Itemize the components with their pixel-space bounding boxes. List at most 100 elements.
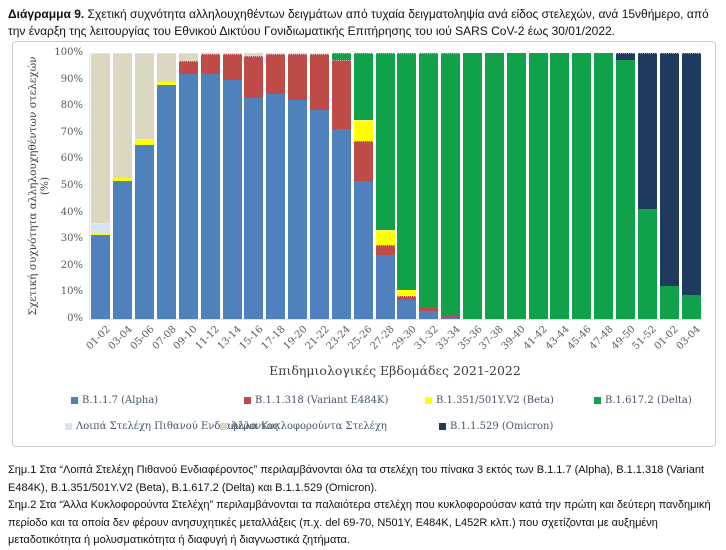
segment-B.1.1.7 (Alpha) (266, 94, 286, 319)
bar-05-06-2 (135, 53, 155, 319)
legend-swatch-icon (65, 423, 72, 430)
segment-B.1.1.318 (Variant E484K) (375, 244, 395, 256)
legend-label: Λοιπά Στελέχη Πιθανού Ενδιαφέροντος (76, 421, 279, 432)
segment-B.1.1.318 (Variant E484K) (200, 54, 220, 75)
segment-B.1.351/501Y.V2 (Beta) (266, 53, 286, 55)
x-axis-title: Επιδημιολογικές Εβδομάδες 2021-2022 (269, 363, 521, 378)
segment-B.1.1.7 (Alpha) (419, 311, 439, 319)
segment-B.1.1.318 (Variant E484K) (288, 54, 308, 100)
legend-item-Άλλα Κυκλοφορούντα Στελέχη: Άλλα Κυκλοφορούντα Στελέχη (220, 421, 387, 432)
segment-B.1.617.2 (Delta) (550, 53, 570, 319)
y-tick-50: 50% (60, 180, 83, 191)
bar-41-42-20 (528, 53, 548, 319)
legend-label: B.1.351/501Y.V2 (Beta) (436, 395, 554, 406)
segment-Άλλα Κυκλοφορούντα Στελέχη (244, 53, 264, 56)
bar-43-44-21 (550, 53, 570, 319)
segment-B.1.1.7 (Alpha) (244, 98, 264, 319)
plot-area (89, 53, 702, 320)
segment-B.1.617.2 (Delta) (594, 53, 614, 319)
figure-caption: Διάγραμμα 9. Σχετική συχνότητα αλληλουχη… (8, 6, 720, 39)
segment-B.1.617.2 (Delta) (397, 53, 417, 290)
segment-B.1.1.529 (Omicron) (616, 53, 635, 60)
segment-B.1.351/501Y.V2 (Beta) (135, 139, 155, 145)
legend-swatch-icon (594, 397, 601, 404)
bar-47-48-23 (594, 53, 614, 319)
segment-Άλλα Κυκλοφορούντα Στελέχη (222, 53, 242, 55)
segment-B.1.351/501Y.V2 (Beta) (113, 178, 133, 181)
segment-B.1.351/501Y.V2 (Beta) (397, 289, 417, 297)
segment-B.1.1.318 (Variant E484K) (222, 54, 242, 80)
segment-B.1.351/501Y.V2 (Beta) (157, 82, 176, 85)
segment-B.1.617.2 (Delta) (375, 53, 395, 230)
legend-swatch-icon (439, 423, 446, 430)
segment-B.1.617.2 (Delta) (331, 53, 351, 60)
bar-01-02-0 (91, 53, 111, 319)
bar-03-04-1 (113, 53, 133, 319)
bar-17-18-8 (266, 53, 286, 319)
legend-item-Λοιπά Στελέχη Πιθανού Ενδιαφέροντος: Λοιπά Στελέχη Πιθανού Ενδιαφέροντος (65, 421, 278, 432)
bar-07-08-3 (157, 53, 176, 319)
legend-item-B.1.1.318 (Variant E484K): B.1.1.318 (Variant E484K) (244, 395, 388, 406)
bar-27-28-13 (375, 53, 395, 319)
y-tick-20: 20% (60, 259, 83, 271)
segment-Άλλα Κυκλοφορούντα Στελέχη (135, 53, 155, 140)
segment-B.1.1.7 (Alpha) (222, 79, 242, 319)
bar-33-34-16 (441, 53, 461, 319)
segment-B.1.351/501Y.V2 (Beta) (310, 53, 329, 55)
segment-B.1.1.7 (Alpha) (178, 74, 198, 319)
segment-B.1.1.7 (Alpha) (113, 180, 133, 319)
segment-Άλλα Κυκλοφορούντα Στελέχη (288, 53, 308, 55)
bar-51-52-25 (637, 53, 657, 319)
segment-Άλλα Κυκλοφορούντα Στελέχη (200, 53, 220, 55)
legend-swatch-icon (71, 397, 78, 404)
segment-B.1.1.7 (Alpha) (288, 99, 308, 319)
bar-19-20-9 (288, 53, 308, 319)
segment-B.1.1.7 (Alpha) (91, 235, 111, 319)
y-tick-30: 30% (60, 233, 83, 245)
legend-label: Άλλα Κυκλοφορούντα Στελέχη (231, 421, 387, 432)
legend-swatch-icon (220, 423, 227, 430)
segment-B.1.1.7 (Alpha) (310, 110, 329, 319)
bar-01-02-26 (659, 53, 679, 319)
y-tick-100: 100% (54, 47, 83, 58)
legend-item-B.1.617.2 (Delta): B.1.617.2 (Delta) (594, 395, 692, 406)
legend-swatch-icon (425, 397, 432, 404)
bar-03-04-27 (681, 53, 701, 319)
chart-container: Σχετική συχνότητα αλληλουχηθέντων στελεχ… (12, 41, 716, 447)
segment-Λοιπά Στελέχη Πιθανού Ενδιαφέροντος (91, 223, 111, 234)
segment-B.1.617.2 (Delta) (463, 53, 482, 319)
y-tick-90: 90% (60, 73, 83, 85)
bar-35-36-17 (463, 53, 482, 319)
bar-11-12-5 (200, 53, 220, 319)
segment-B.1.1.529 (Omicron) (681, 53, 701, 296)
segment-B.1.617.2 (Delta) (528, 53, 548, 319)
legend-label: B.1.1.529 (Omicron) (450, 421, 554, 432)
segment-B.1.617.2 (Delta) (637, 208, 657, 319)
segment-B.1.1.7 (Alpha) (200, 74, 220, 319)
segment-B.1.617.2 (Delta) (419, 53, 439, 309)
segment-B.1.1.318 (Variant E484K) (331, 59, 351, 129)
y-tick-80: 80% (60, 100, 83, 112)
segment-B.1.1.318 (Variant E484K) (178, 60, 198, 75)
segment-B.1.617.2 (Delta) (441, 53, 461, 317)
bar-39-40-19 (506, 53, 526, 319)
segment-B.1.1.529 (Omicron) (659, 53, 679, 286)
legend-item-B.1.1.7 (Alpha): B.1.1.7 (Alpha) (71, 395, 158, 406)
segment-B.1.617.2 (Delta) (572, 53, 592, 319)
y-tick-60: 60% (60, 153, 83, 165)
bar-31-32-15 (419, 53, 439, 319)
segment-B.1.1.7 (Alpha) (441, 317, 461, 319)
legend-item-B.1.351/501Y.V2 (Beta): B.1.351/501Y.V2 (Beta) (425, 395, 554, 406)
figure-caption-label: Διάγραμμα 9. (8, 7, 85, 21)
segment-B.1.1.318 (Variant E484K) (353, 140, 373, 181)
figure-caption-text: Σχετική συχνότητα αλληλουχηθέντων δειγμά… (8, 7, 709, 38)
bar-23-24-11 (331, 53, 351, 319)
segment-B.1.1.318 (Variant E484K) (244, 55, 264, 99)
segment-Άλλα Κυκλοφορούντα Στελέχη (91, 53, 111, 224)
y-tick-40: 40% (60, 206, 83, 218)
bar-09-10-4 (178, 53, 198, 319)
bar-25-26-12 (353, 53, 373, 319)
legend-item-B.1.1.529 (Omicron): B.1.1.529 (Omicron) (439, 421, 553, 432)
segment-B.1.617.2 (Delta) (484, 53, 504, 319)
